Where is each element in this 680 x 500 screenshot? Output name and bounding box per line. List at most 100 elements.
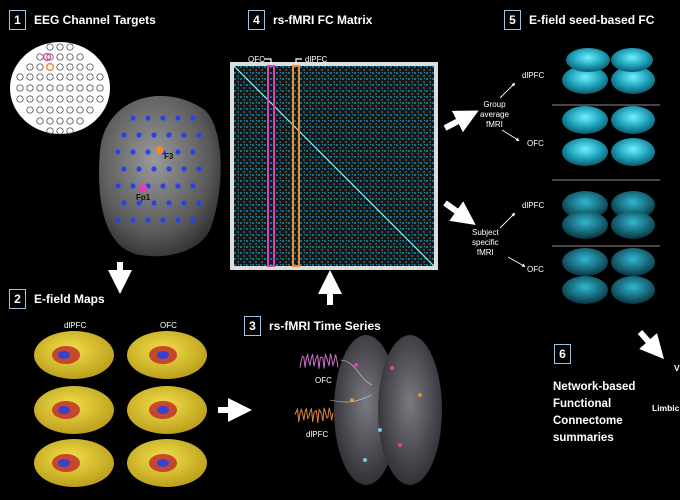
cap-electrode	[26, 106, 34, 114]
panel-4-label: rs-fMRI FC Matrix	[273, 13, 373, 27]
cap-electrode	[36, 106, 44, 114]
fc-brain	[566, 48, 610, 72]
f3-electrode	[156, 146, 164, 154]
fc-brain	[562, 138, 608, 166]
fc-brain	[562, 66, 608, 94]
cap-electrode	[66, 63, 74, 71]
cap-electrode	[66, 84, 74, 92]
ofc-connector	[339, 359, 373, 386]
cap-electrode	[46, 53, 54, 61]
summary-line-2: Functional	[553, 398, 612, 410]
network-summary-text: Network-based Functional Connectome summ…	[553, 379, 635, 447]
panel-3-label: rs-fMRI Time Series	[269, 319, 381, 333]
head-electrode	[160, 217, 166, 223]
head-electrode	[130, 183, 136, 189]
cap-electrode	[76, 53, 84, 61]
cap-electrode	[86, 106, 94, 114]
cap-electrode	[56, 106, 64, 114]
head-electrode	[175, 115, 181, 121]
electrode-grid	[16, 43, 104, 135]
cap-fp1-marker	[42, 52, 52, 62]
head-electrode	[175, 149, 181, 155]
head-electrode	[115, 149, 121, 155]
cap-electrode	[96, 95, 104, 103]
cap-electrode	[46, 117, 54, 125]
cap-electrode	[46, 43, 54, 51]
efield-peak	[58, 406, 70, 414]
fc-brain	[611, 248, 655, 276]
fc-brain	[562, 248, 608, 276]
cap-electrode	[76, 95, 84, 103]
fc-matrix	[230, 58, 438, 270]
cap-electrode	[76, 63, 84, 71]
fc-brain	[611, 48, 653, 72]
timeseries-dlpfc-label: dlPFC	[306, 430, 329, 439]
head-electrode	[166, 166, 172, 172]
fc-brain-grid	[562, 48, 655, 304]
brain-seed-points	[350, 363, 422, 462]
cap-electrode	[76, 84, 84, 92]
cap-electrode	[56, 63, 64, 71]
head-electrode	[196, 132, 202, 138]
panel-2-title: 2 E-field Maps	[9, 289, 105, 309]
fc-brain	[611, 66, 655, 94]
arrow-4-to-group	[443, 110, 479, 133]
ofc-timeseries	[299, 352, 339, 369]
efield-peak	[58, 459, 70, 467]
panel-3-title: 3 rs-fMRI Time Series	[244, 316, 381, 336]
head-electrode	[145, 217, 151, 223]
subject-ofc-arrow	[507, 256, 526, 267]
head-electrode	[130, 217, 136, 223]
efield-peak	[157, 406, 169, 414]
brain-spot	[363, 458, 367, 462]
head-electrode	[160, 183, 166, 189]
cap-electrode	[46, 73, 54, 81]
panel-3-number: 3	[244, 316, 261, 336]
fp1-electrode	[139, 184, 147, 192]
cap-electrode	[66, 43, 74, 51]
cap-electrode	[96, 73, 104, 81]
head-electrode	[190, 217, 196, 223]
head-electrode	[151, 132, 157, 138]
subject-line-3: fMRI	[476, 248, 494, 257]
dlpfc-connector	[329, 394, 373, 403]
cap-electrode	[36, 73, 44, 81]
efield-dlpfc-header: dlPFC	[64, 321, 87, 330]
cap-electrode	[16, 95, 24, 103]
brain-spot	[418, 393, 422, 397]
panel-1-title: 1 EEG Channel Targets	[9, 10, 156, 30]
cap-electrode	[66, 73, 74, 81]
fc-brain	[611, 106, 655, 134]
head-electrode	[145, 115, 151, 121]
cap-f3-marker	[45, 62, 55, 72]
cap-electrode	[66, 117, 74, 125]
fc-brain	[611, 138, 655, 166]
cap-electrode	[76, 73, 84, 81]
fc-brain	[611, 191, 655, 219]
head-electrode	[151, 166, 157, 172]
cap-electrode	[86, 73, 94, 81]
head-electrode	[196, 166, 202, 172]
arrow-5-to-6	[637, 330, 664, 359]
cap-electrode	[26, 95, 34, 103]
head-electrode	[181, 166, 187, 172]
panel-5-number: 5	[504, 10, 521, 30]
panel-5-title: 5 E-field seed-based FC	[504, 10, 654, 30]
group-line-3: fMRI	[486, 120, 503, 129]
cap-electrode	[56, 53, 64, 61]
head-electrode	[121, 166, 127, 172]
dlpfc-column-marker	[292, 65, 300, 267]
cap-electrode	[56, 73, 64, 81]
group-line-1: Group	[483, 100, 506, 109]
cap-electrode	[76, 106, 84, 114]
cap-electrode	[16, 73, 24, 81]
matrix-ofc-label: OFC	[248, 55, 265, 64]
head-electrode	[115, 217, 121, 223]
subject-line-2: specific	[472, 238, 499, 247]
cap-electrode	[46, 106, 54, 114]
cap-electrode	[26, 73, 34, 81]
subject-dlpfc-arrow	[499, 212, 516, 229]
subject-fmri-label: Subject specific fMRI	[472, 228, 499, 258]
cap-electrode	[86, 95, 94, 103]
fc-brain	[611, 276, 655, 304]
